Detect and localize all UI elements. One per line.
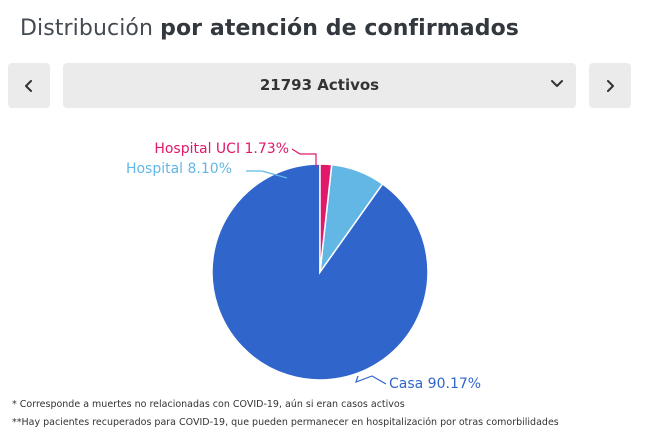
previous-button[interactable] — [8, 63, 50, 108]
status-select[interactable]: 21793 Activos — [63, 63, 576, 108]
title-light: Distribución — [20, 16, 154, 41]
pie-leader-line-0 — [355, 375, 387, 385]
next-button[interactable] — [589, 63, 631, 108]
footnote-1: * Corresponde a muertes no relacionadas … — [12, 399, 405, 410]
pie-leader-line-2 — [291, 148, 317, 167]
pie-slice-0 — [211, 163, 429, 381]
pie-slice-2 — [319, 163, 333, 273]
pie-slice-label-1: Hospital 8.10% — [126, 161, 232, 177]
page-title: Distribución por atención de confirmados — [20, 16, 519, 41]
pie-chart: Casa 90.17% Hospital 8.10% Hospital UCI 1.… — [126, 141, 481, 392]
pie-slice-label-0: Casa 90.17% — [389, 376, 481, 392]
pie-slice-label-2: Hospital UCI 1.73% — [154, 141, 289, 157]
footnote-2: **Hay pacientes recuperados para COVID-1… — [12, 417, 559, 428]
chevron-right-icon — [607, 79, 614, 92]
chevron-down-icon — [551, 80, 563, 87]
chevron-left-icon — [25, 79, 32, 92]
pie-leader-line-1 — [246, 170, 288, 179]
title-bold: por atención de confirmados — [160, 16, 519, 41]
status-select-value: 21793 Activos — [259, 76, 380, 94]
